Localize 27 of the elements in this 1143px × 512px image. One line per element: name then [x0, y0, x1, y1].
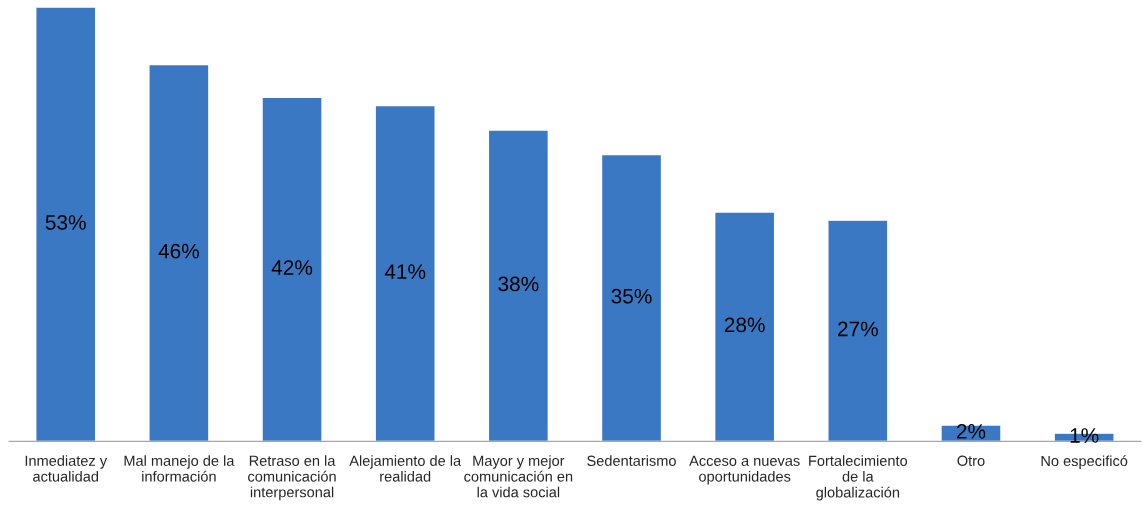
data-label: 27% [838, 321, 878, 337]
data-label: 53% [45, 215, 86, 230]
bar [713, 211, 776, 442]
x-tick-label: Otro [957, 455, 985, 466]
x-tick-label: Mal manejo de la información [124, 455, 235, 482]
x-tick-label: Retraso en la comunicación interpersonal [248, 455, 336, 501]
bar [487, 129, 550, 442]
x-tick-label: Mayor y mejor comunicación en la vida social [464, 455, 573, 498]
bar [374, 104, 436, 442]
x-tick-label: Fortalecimiento de la globalización [809, 455, 908, 501]
bar [827, 219, 889, 442]
x-tick-label: Inmediatez y actualidad [25, 455, 108, 482]
data-label: 35% [611, 288, 652, 304]
data-label: 41% [384, 264, 426, 279]
x-tick-label: Sedentarismo [587, 455, 676, 466]
bar [148, 63, 210, 442]
x-tick-label: Acceso a nuevas oportunidades [689, 455, 800, 485]
bar [261, 96, 323, 442]
data-label: 42% [271, 260, 313, 275]
data-label: 2% [956, 423, 986, 439]
bar [35, 7, 97, 442]
bar [600, 153, 663, 442]
x-tick-label: No especificó [1041, 455, 1128, 469]
data-label: 28% [724, 317, 765, 333]
data-label: 38% [498, 276, 539, 292]
x-tick-label: Alejamiento de la realidad [349, 455, 462, 482]
data-label: 46% [158, 243, 199, 259]
